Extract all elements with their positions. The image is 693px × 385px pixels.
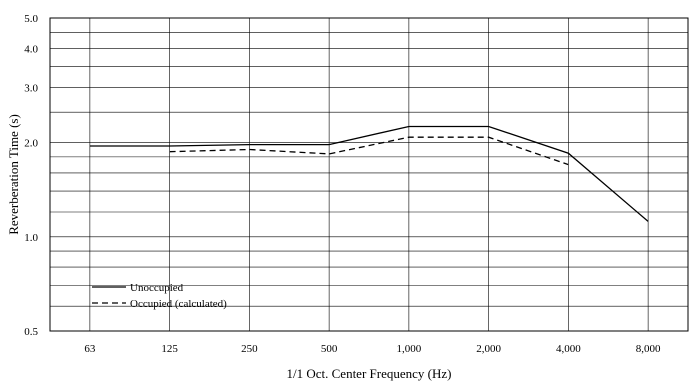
x-tick-label: 8,000 <box>636 343 661 355</box>
y-tick-label: 1.0 <box>24 232 38 244</box>
x-tick-label: 500 <box>321 343 338 355</box>
legend-label: Unoccupied <box>130 282 184 294</box>
y-axis-title: Reverberation Time (s) <box>6 114 21 235</box>
y-tick-label: 0.5 <box>24 326 38 338</box>
x-axis-title: 1/1 Oct. Center Frequency (Hz) <box>287 366 452 381</box>
x-tick-label: 250 <box>241 343 258 355</box>
grid-lines <box>50 18 688 331</box>
legend-label: Occupied (calculated) <box>130 298 227 310</box>
y-axis-tick-labels: 0.5 1.0 2.0 3.0 4.0 5.0 <box>24 13 38 338</box>
plot-area-frame <box>49 17 689 332</box>
x-tick-label: 2,000 <box>476 343 501 355</box>
x-tick-label: 1,000 <box>397 343 422 355</box>
y-tick-label: 4.0 <box>24 43 38 55</box>
series-line-unoccupied <box>89 125 649 222</box>
series-line-occupied <box>169 136 569 166</box>
y-tick-label: 5.0 <box>24 13 38 25</box>
x-tick-label: 125 <box>161 343 178 355</box>
y-tick-label: 2.0 <box>24 138 38 150</box>
x-axis-tick-labels: 63 125 250 500 1,000 2,000 4,000 8,000 <box>84 343 661 355</box>
legend: Unoccupied Occupied (calculated) <box>92 282 227 310</box>
x-tick-label: 63 <box>84 343 96 355</box>
y-tick-label: 3.0 <box>24 82 38 94</box>
series-lines <box>89 125 649 222</box>
x-tick-label: 4,000 <box>556 343 581 355</box>
